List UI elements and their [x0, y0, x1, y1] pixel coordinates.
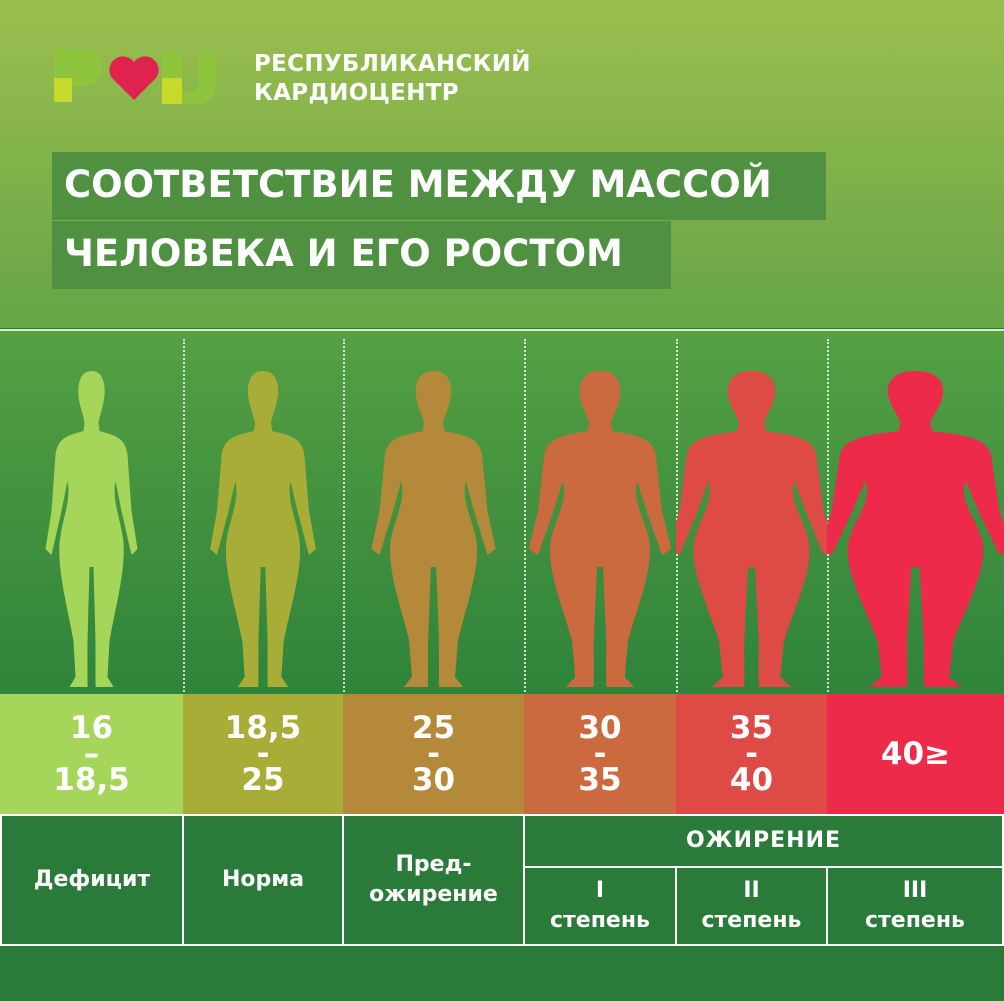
bmi-range-bottom: 40 — [729, 762, 774, 798]
obesity-degree-2-word: степень — [701, 908, 802, 933]
figures-panel — [0, 329, 1004, 696]
bmi-range-6: 40≥ — [827, 694, 1004, 814]
page-title-line1: СООТВЕТСТВИЕ МЕЖДУ МАССОЙ — [52, 152, 826, 220]
column-separator — [827, 339, 829, 696]
bmi-range-dash: - — [427, 736, 440, 772]
bmi-range-bottom: 25 — [241, 762, 285, 798]
bmi-range-4: 30-35 — [524, 694, 676, 814]
category-preobesity-line2: ожирение — [369, 882, 498, 907]
category-deficit-label: Дефицит — [33, 867, 151, 892]
column-separator — [343, 339, 345, 696]
footer-bar — [0, 944, 1004, 1001]
obesity-degree-2: II степень — [675, 866, 828, 946]
bmi-range-bottom: 30 — [411, 762, 456, 798]
bmi-range-1: 16–18,5 — [0, 694, 183, 814]
obesity-degree-3-num: III — [902, 878, 928, 903]
organization-name-line2: КАРДИОЦЕНТР — [254, 80, 459, 106]
bmi-range-5: 35-40 — [676, 694, 827, 814]
obesity-degree-3: III степень — [826, 866, 1004, 946]
bmi-range-top: 30 — [578, 710, 622, 746]
obesity-degree-1: I степень — [523, 866, 677, 946]
category-preobesity-line1: Пред- — [395, 852, 472, 877]
bmi-ranges-row: 16–18,5 18,5-25 25-30 30-35 35-40 40≥ — [0, 694, 1004, 814]
bmi-range-top: 18,5 — [224, 710, 302, 746]
woman-silhouette-underweight-icon — [45, 371, 138, 687]
bmi-range-dash: - — [593, 736, 607, 772]
bmi-range-bottom: 35 — [578, 762, 622, 798]
column-separator — [676, 339, 678, 696]
cardiocenter-logo — [54, 50, 216, 105]
bmi-range-top: 35 — [729, 710, 774, 746]
bmi-range-top: 16 — [69, 710, 114, 746]
bmi-range-2: 18,5-25 — [183, 694, 343, 814]
woman-silhouette-obese-3-icon — [827, 371, 1004, 687]
header: РЕСПУБЛИКАНСКИЙ КАРДИОЦЕНТР СООТВЕТСТВИЕ… — [0, 0, 1004, 328]
woman-silhouette-obese-2-icon — [676, 371, 827, 687]
category-obesity-header: ОЖИРЕНИЕ — [523, 814, 1004, 868]
woman-silhouette-obese-1-icon — [528, 371, 672, 687]
obesity-degree-2-num: II — [743, 878, 760, 903]
obesity-degree-3-word: степень — [865, 908, 965, 933]
column-separator — [524, 339, 526, 696]
column-separator — [183, 339, 185, 696]
obesity-degree-1-word: степень — [550, 908, 650, 933]
bmi-range-top: 40≥ — [880, 736, 951, 772]
bmi-range-top: 25 — [411, 710, 456, 746]
bmi-range-3: 25-30 — [343, 694, 524, 814]
woman-silhouette-normal-icon — [210, 371, 316, 687]
category-norm-label: Норма — [221, 867, 305, 892]
category-deficit: Дефицит — [0, 814, 184, 946]
category-norm: Норма — [182, 814, 344, 946]
organization-name-line1: РЕСПУБЛИКАНСКИЙ — [254, 51, 531, 77]
category-obesity-label: ОЖИРЕНИЕ — [685, 828, 842, 853]
bmi-range-bottom: 18,5 — [53, 762, 130, 798]
bmi-range-dash: - — [256, 736, 270, 772]
organization-name: РЕСПУБЛИКАНСКИЙ КАРДИОЦЕНТР — [254, 50, 531, 108]
bmi-range-dash: - — [745, 736, 758, 772]
woman-silhouette-preobese-icon — [371, 371, 496, 687]
category-preobesity: Пред- ожирение — [342, 814, 525, 946]
obesity-degree-1-num: I — [595, 878, 605, 903]
page-title-line2: ЧЕЛОВЕКА И ЕГО РОСТОМ — [52, 221, 671, 289]
bmi-range-dash: – — [83, 736, 100, 772]
